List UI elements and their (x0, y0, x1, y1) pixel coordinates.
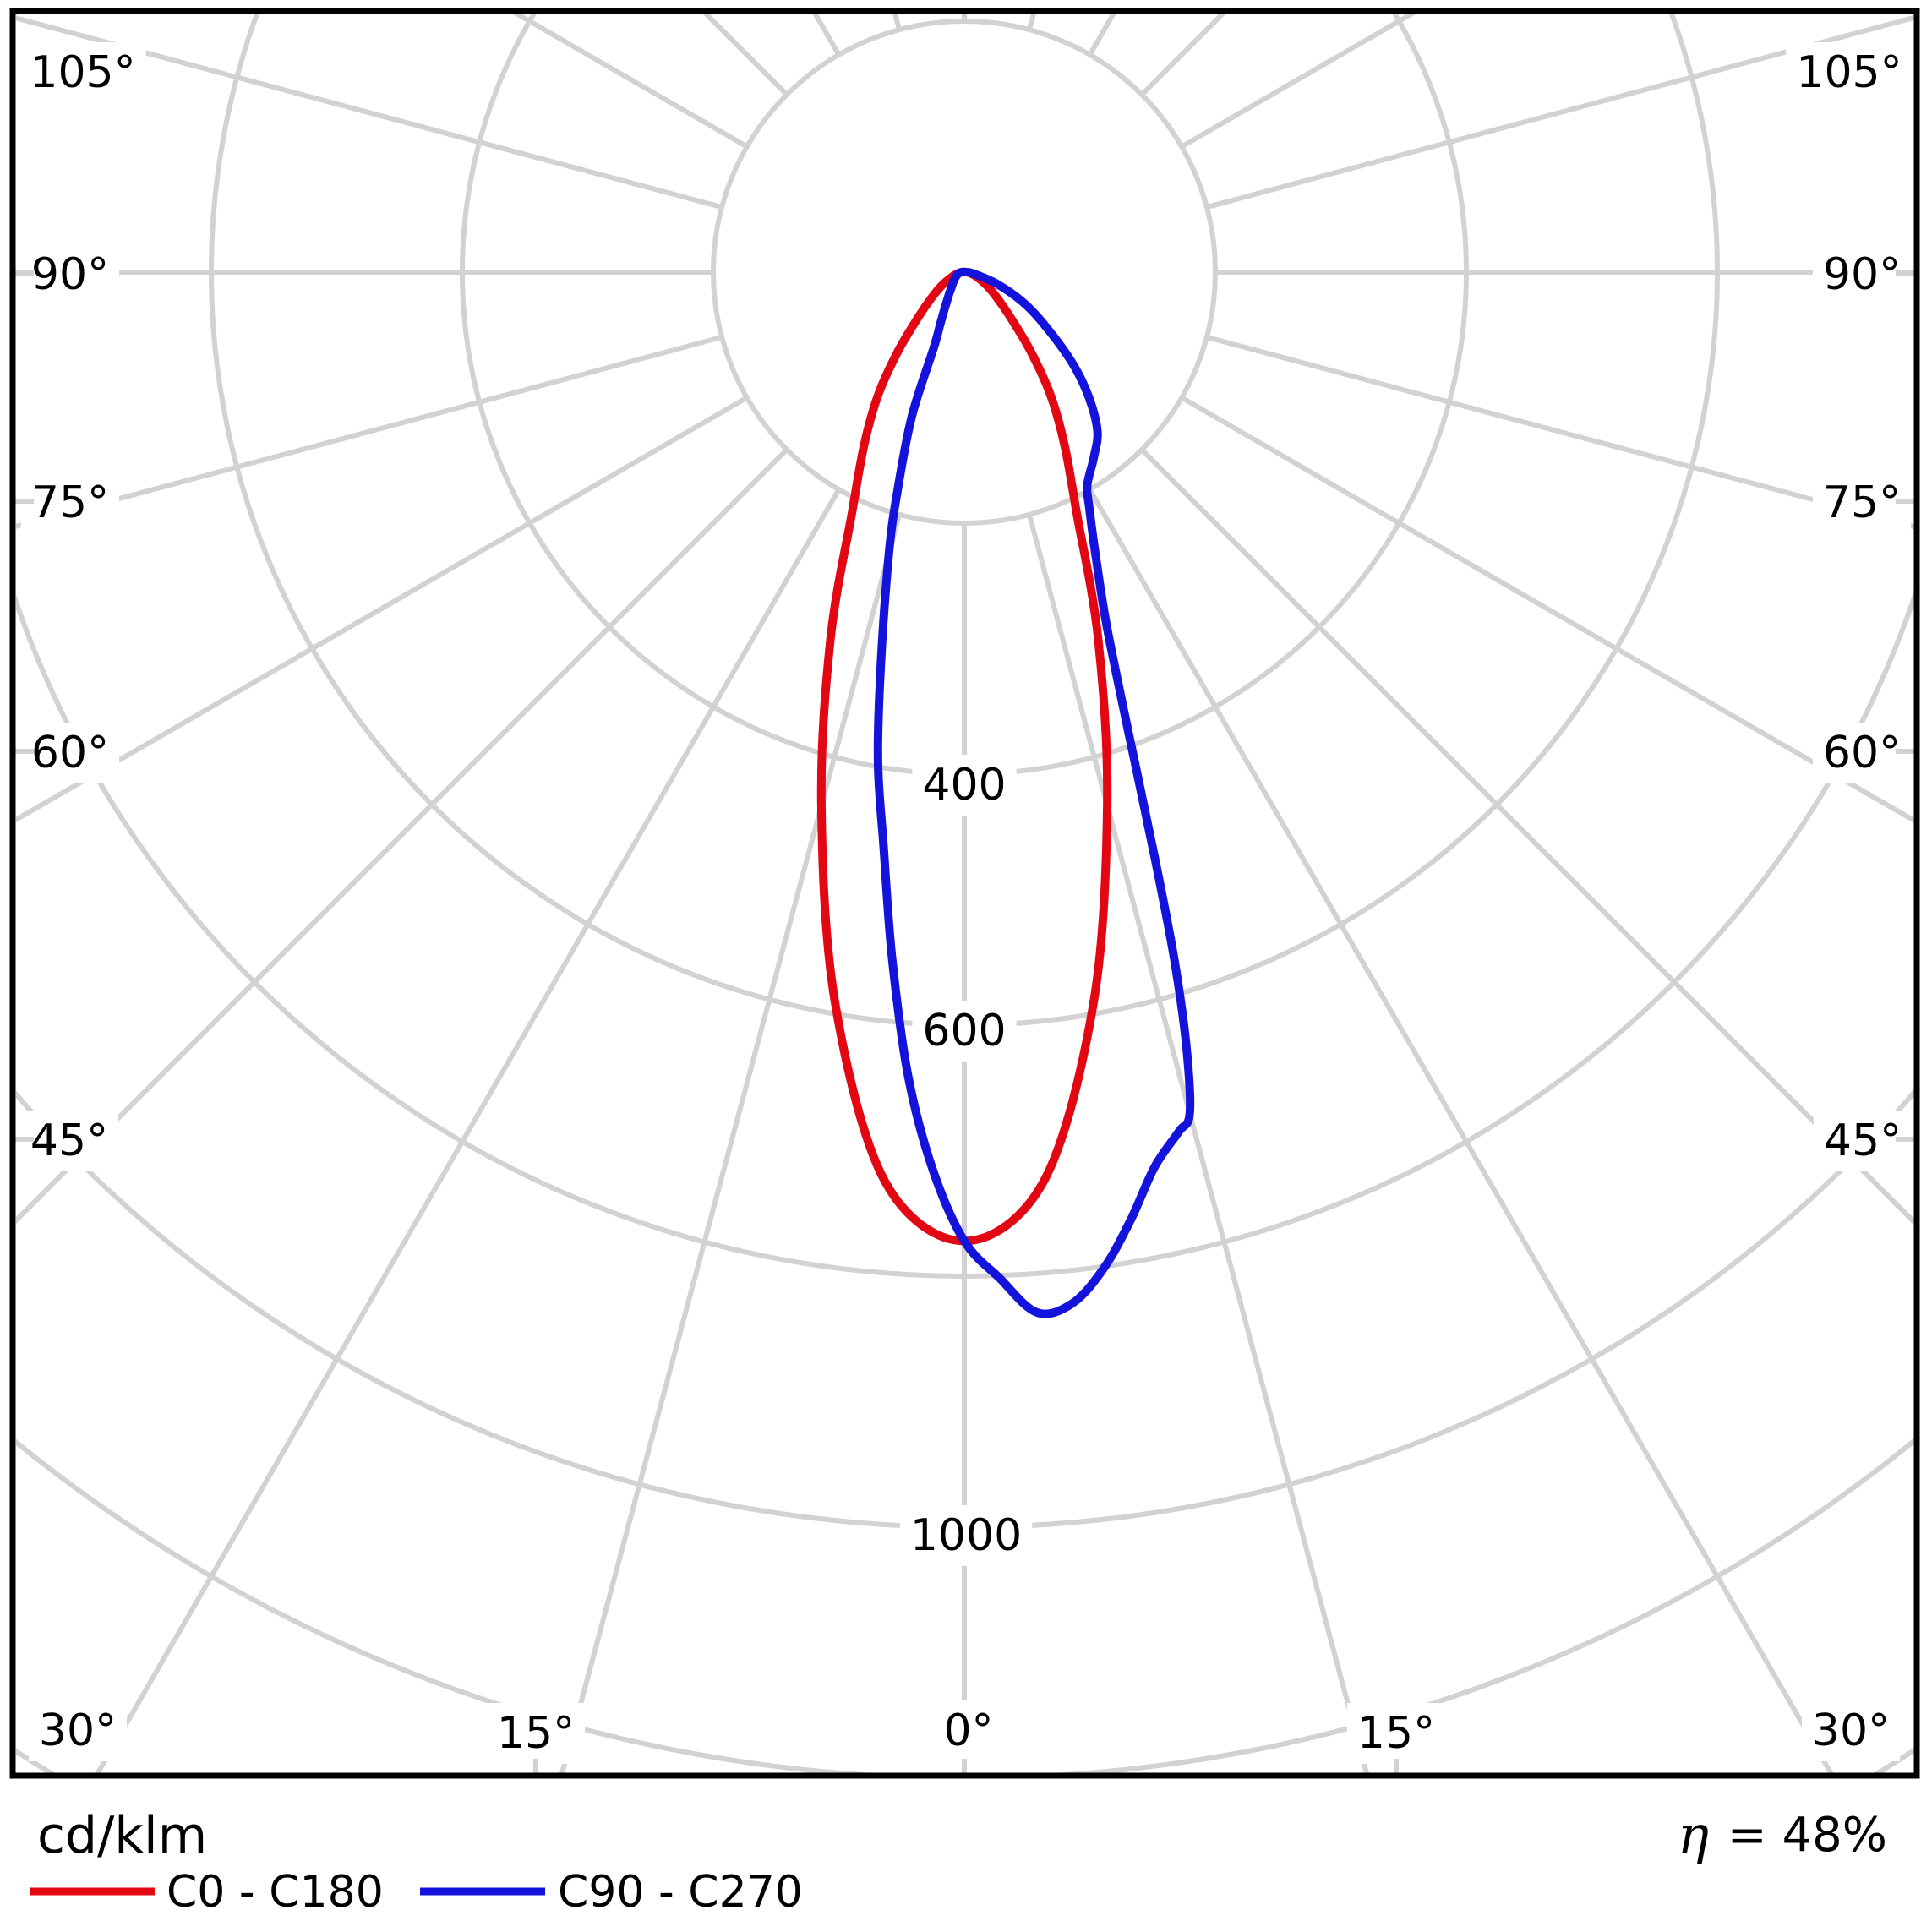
angle-label-6-bg (486, 1703, 586, 1764)
grid-ray--105deg (16, 15, 723, 210)
angle-label-10-bg (1813, 1111, 1913, 1171)
angle-label-3-bg (20, 723, 120, 783)
grid-ray--45deg (16, 447, 789, 1225)
ring-label-600-bg (912, 1001, 1017, 1062)
angle-label-4-bg (19, 1111, 119, 1171)
angle-label-5: 30° (39, 1706, 117, 1756)
angle-label-7-bg (933, 1700, 1004, 1761)
angle-label-13-bg (1812, 244, 1912, 305)
angle-label-3: 60° (31, 728, 109, 778)
border-ticks (14, 270, 1916, 1773)
grid-ray--60deg (16, 395, 749, 823)
legend-label-c90-c270: C90 - C270 (558, 1867, 803, 1918)
angle-label-2: 75° (31, 478, 109, 528)
curve-c90-c270 (873, 267, 1195, 1318)
angle-label-8: 15° (1357, 1708, 1435, 1759)
ring-label-400-bg (912, 755, 1017, 816)
grid-ray-105deg (1206, 14, 1915, 210)
angle-label-0: 105° (30, 47, 135, 98)
grid-ray--30deg (95, 488, 842, 1773)
angle-label-4: 45° (30, 1116, 108, 1166)
intensity-curves (816, 267, 1195, 1318)
grid-ray-45deg (1139, 447, 1915, 1227)
eta-symbol: η (1678, 1804, 1709, 1865)
grid-ray--75deg (16, 335, 723, 529)
ring-label-400: 400 (922, 760, 1006, 810)
legend: C0 - C180 C90 - C270 (30, 1867, 803, 1918)
ring-label-1000: 1000 (910, 1510, 1022, 1561)
plot-border (9, 8, 1920, 1779)
ring-label-1000-bg (899, 1505, 1033, 1566)
angle-label-12: 75° (1823, 478, 1901, 528)
angle-label-6: 15° (497, 1708, 575, 1759)
grid-ray-60deg (1180, 395, 1915, 824)
legend-label-c0-c180: C0 - C180 (166, 1867, 384, 1918)
angle-label-12-bg (1812, 472, 1912, 533)
curve-c0-c180 (816, 267, 1112, 1246)
angle-label-5-bg (28, 1700, 128, 1761)
ring-label-600: 600 (922, 1006, 1006, 1056)
angle-label-0-bg (19, 42, 146, 103)
angle-label-1: 90° (31, 249, 109, 300)
angle-label-10: 45° (1824, 1116, 1902, 1166)
angle-label-14-bg (1786, 42, 1913, 103)
angle-label-2-bg (20, 472, 120, 533)
angle-label-11: 60° (1823, 728, 1901, 778)
grid-labels: 105° 90° 75° 60° 45° 30° 15° 0° 15° 30° 45° 60° 75° 9… (19, 42, 1913, 1764)
angle-label-1-bg (20, 244, 120, 305)
grid-ray-15deg (1027, 514, 1370, 1773)
unit-label: cd/klm (37, 1806, 207, 1865)
efficiency-value: = 48% (1727, 1808, 1887, 1863)
angle-label-9: 30° (1812, 1706, 1890, 1756)
angle-label-8-bg (1346, 1703, 1446, 1764)
angle-label-13: 90° (1823, 249, 1901, 300)
angle-label-14: 105° (1796, 47, 1902, 98)
angle-label-11-bg (1812, 723, 1912, 783)
grid-ray-75deg (1206, 335, 1915, 530)
angle-label-7: 0° (943, 1706, 993, 1756)
angle-label-9-bg (1801, 1700, 1901, 1761)
grid-ray--15deg (559, 514, 902, 1773)
grid-ray-30deg (1087, 488, 1834, 1773)
